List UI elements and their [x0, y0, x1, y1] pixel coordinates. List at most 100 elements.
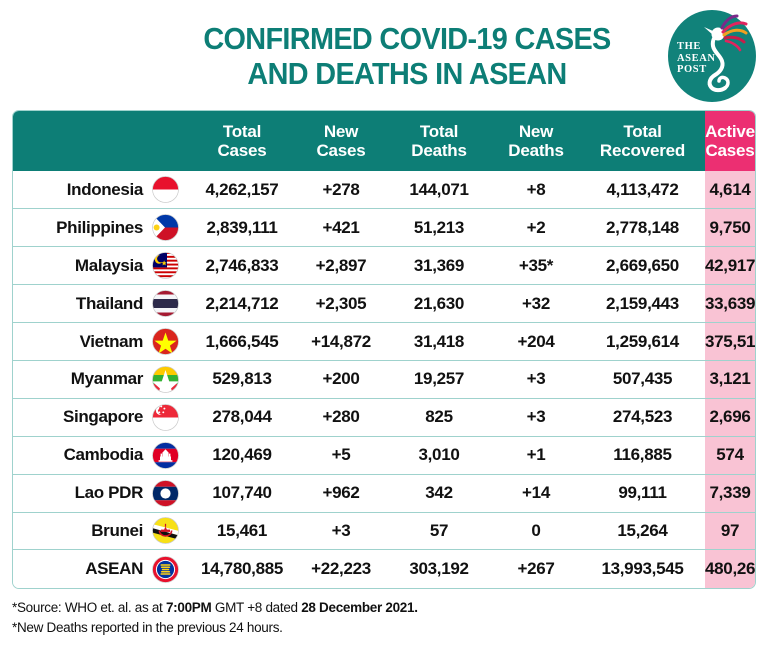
cell-new-deaths: +3: [492, 397, 580, 437]
header-line-2: Deaths: [411, 141, 467, 160]
table-header: Total Cases New Cases Total Deaths New D…: [13, 111, 755, 171]
table-row: Cambodia 120,469 +5 3,010 +1 116,885 574: [13, 435, 755, 475]
cell-new-cases: +280: [296, 397, 386, 437]
cell-country: Indonesia: [13, 171, 188, 209]
cell-total-cases: 15,461: [188, 511, 296, 550]
cell-new-cases: +421: [296, 208, 386, 247]
cell-active-cases: 574: [705, 435, 755, 475]
cell-active-cases: 7,339: [705, 473, 755, 513]
country-name: Malaysia: [74, 255, 143, 275]
cell-country: Cambodia: [13, 435, 188, 475]
table-row: Philippines 2,839,111 +421 51,213 +2 2,778,14…: [13, 208, 755, 247]
column-header-new-deaths: New Deaths: [492, 111, 580, 171]
title-line-2: AND DEATHS IN ASEAN: [247, 56, 567, 91]
cell-new-deaths: +32: [492, 284, 580, 323]
cell-new-cases: +2,897: [296, 246, 386, 285]
cell-country: ASEAN: [13, 549, 188, 588]
cell-new-deaths: +1: [492, 435, 580, 475]
cell-country: Philippines: [13, 208, 188, 247]
cell-active-cases: 2,696: [705, 397, 755, 437]
logo-word-the: THE: [677, 41, 701, 52]
header-line-1: Active: [705, 122, 755, 141]
table-header-row: Total Cases New Cases Total Deaths New D…: [13, 111, 755, 171]
covid-stats-table-container: Total Cases New Cases Total Deaths New D…: [12, 110, 756, 589]
footnote-source-date: 28 December 2021.: [301, 600, 418, 615]
table-row: Lao PDR 107,740 +962 342 +14 99,111 7,339: [13, 473, 755, 513]
country-name: Thailand: [75, 293, 143, 313]
cell-total-recovered: 13,993,545: [580, 549, 705, 588]
column-header-active-cases: Active Cases: [705, 111, 755, 171]
cell-total-recovered: 2,159,443: [580, 284, 705, 323]
cell-new-cases: +14,872: [296, 322, 386, 361]
table-row: Vietnam 1,666,545 +14,872 31,418 +204 1,259,6…: [13, 322, 755, 361]
cell-total-cases: 278,044: [188, 397, 296, 437]
header-line-2: Recovered: [599, 141, 686, 160]
header-line-1: Total: [222, 122, 262, 141]
cell-new-cases: +2,305: [296, 284, 386, 323]
country-name: Myanmar: [70, 369, 144, 389]
flag-vietnam-icon: [152, 328, 179, 355]
title-line-1: CONFIRMED COVID-19 CASES: [203, 21, 611, 56]
flag-malaysia-icon: [152, 252, 179, 280]
cell-total-deaths: 21,630: [386, 284, 492, 323]
cell-country: Brunei: [13, 511, 188, 550]
cell-active-cases: 3,121: [705, 359, 755, 399]
cell-total-recovered: 1,259,614: [580, 322, 705, 361]
flag-brunei-icon: [152, 517, 179, 545]
cell-total-deaths: 31,369: [386, 246, 492, 285]
table-row: Malaysia 2,746,833 +2,897 31,369 +35* 2,669,6…: [13, 246, 755, 285]
country-name: Singapore: [63, 407, 143, 427]
flag-singapore-icon: [152, 403, 179, 431]
logo-word-asean: ASEAN: [677, 52, 716, 64]
flag-indonesia-icon: [152, 176, 179, 204]
cell-total-deaths: 342: [386, 473, 492, 513]
column-header-total-recovered: Total Recovered: [580, 111, 705, 171]
cell-total-deaths: 303,192: [386, 549, 492, 588]
cell-total-cases: 107,740: [188, 473, 296, 513]
header-line-2: Deaths: [508, 141, 564, 160]
cell-new-deaths: +3: [492, 359, 580, 399]
asean-post-logo: THE ASEAN POST: [668, 10, 756, 102]
cell-new-deaths: +35*: [492, 246, 580, 285]
country-name: Vietnam: [79, 331, 144, 351]
cell-total-recovered: 507,435: [580, 359, 705, 399]
cell-total-cases: 2,746,833: [188, 246, 296, 285]
cell-total-deaths: 144,071: [386, 171, 492, 209]
cell-total-recovered: 99,111: [580, 473, 705, 513]
country-name: Cambodia: [63, 445, 144, 465]
header-line-1: New: [323, 122, 359, 141]
flag-thailand-icon: [152, 290, 179, 318]
footnote-new-deaths: *New Deaths reported in the previous 24 …: [12, 620, 283, 635]
cell-total-deaths: 19,257: [386, 359, 492, 399]
cell-country: Singapore: [13, 397, 188, 437]
footnote-source: *Source: WHO et. al. as at 7:00PM GMT +8…: [12, 598, 752, 618]
footnote-source-mid: GMT +8 dated: [211, 600, 302, 615]
column-header-new-cases: New Cases: [296, 111, 386, 171]
cell-new-deaths: +204: [492, 322, 580, 361]
cell-total-cases: 120,469: [188, 435, 296, 475]
cell-total-deaths: 3,010: [386, 435, 492, 475]
cell-active-cases: 9,750: [705, 208, 755, 247]
cell-new-deaths: +8: [492, 171, 580, 209]
cell-total-cases: 1,666,545: [188, 322, 296, 361]
column-header-total-deaths: Total Deaths: [386, 111, 492, 171]
country-name: Philippines: [56, 217, 143, 237]
header: CONFIRMED COVID-19 CASES AND DEATHS IN A…: [0, 14, 768, 98]
cell-total-deaths: 57: [386, 511, 492, 550]
cell-total-cases: 2,214,712: [188, 284, 296, 323]
table-row-total: ASEAN 14,780,885 +22,223 303,192 +267 13,993,…: [13, 549, 755, 588]
cell-new-cases: +3: [296, 511, 386, 550]
page-title: CONFIRMED COVID-19 CASES AND DEATHS IN A…: [127, 21, 687, 91]
cell-total-deaths: 51,213: [386, 208, 492, 247]
country-name: ASEAN: [85, 559, 143, 579]
table-body: Indonesia 4,262,157 +278 144,071 +8 4,113,472…: [13, 171, 755, 588]
header-line-1: Total: [623, 122, 662, 141]
header-line-1: New: [518, 122, 554, 141]
cell-country: Thailand: [13, 284, 188, 323]
cell-total-cases: 14,780,885: [188, 549, 296, 588]
footnote-source-time: 7:00PM: [165, 600, 212, 615]
logo-bird-flower-icon: [704, 14, 748, 93]
flag-myanmar-icon: [152, 365, 179, 393]
table-row: Thailand 2,214,712 +2,305 21,630 +32 2,159,44…: [13, 284, 755, 323]
flag-laos-icon: [152, 479, 179, 507]
